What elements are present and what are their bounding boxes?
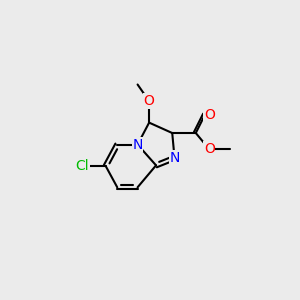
Text: N: N	[169, 151, 180, 165]
Text: Cl: Cl	[75, 159, 89, 173]
Text: O: O	[204, 107, 214, 122]
Text: O: O	[204, 142, 214, 156]
Text: N: N	[132, 138, 143, 152]
Text: O: O	[144, 94, 154, 108]
